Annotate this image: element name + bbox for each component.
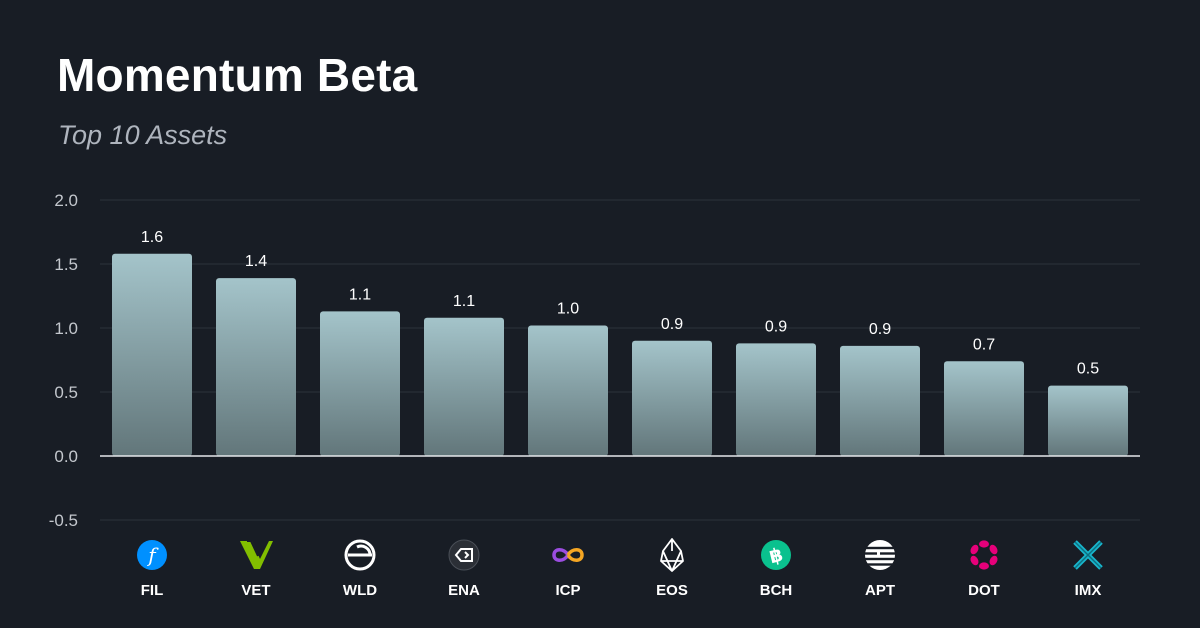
bar-fil <box>112 253 192 456</box>
data-label: 1.1 <box>349 286 371 303</box>
immutable-x-icon <box>1073 540 1103 570</box>
internet-computer-icon <box>552 548 584 562</box>
bar-imx <box>1048 385 1128 456</box>
x-tick-label: VET <box>241 582 270 599</box>
y-tick-label: 1.5 <box>54 255 78 274</box>
data-label: 1.6 <box>141 229 163 246</box>
data-label: 0.5 <box>1077 361 1099 378</box>
bar-dot <box>944 361 1024 456</box>
data-label: 0.7 <box>973 336 995 353</box>
bitcoin-cash-icon: ฿ <box>761 540 791 570</box>
polkadot-icon <box>970 540 998 570</box>
chart-subtitle: Top 10 Assets <box>58 120 228 150</box>
y-tick-label: -0.5 <box>49 511 78 530</box>
x-tick-label: DOT <box>968 582 1000 599</box>
x-tick-label: FIL <box>141 582 164 599</box>
filecoin-icon: f <box>137 540 167 570</box>
y-tick-label: 0.0 <box>54 447 78 466</box>
data-label: 0.9 <box>765 318 787 335</box>
x-tick-label: ENA <box>448 582 480 599</box>
y-tick-label: 2.0 <box>54 191 78 210</box>
bar-wld <box>320 311 400 456</box>
category-icons: f ฿ <box>137 538 1103 572</box>
x-tick-label: ICP <box>555 582 580 599</box>
ethena-icon <box>448 539 480 571</box>
aptos-icon <box>864 540 896 570</box>
bar-bch <box>736 343 816 456</box>
bar-icp <box>528 325 608 456</box>
worldcoin-icon <box>344 539 376 571</box>
x-tick-label: BCH <box>760 582 793 599</box>
data-label: 1.1 <box>453 293 475 310</box>
data-label: 0.9 <box>661 316 683 333</box>
eos-icon <box>660 538 684 572</box>
x-tick-label: EOS <box>656 582 688 599</box>
bar-eos <box>632 340 712 456</box>
x-tick-label: APT <box>865 582 895 599</box>
x-tick-label: WLD <box>343 582 377 599</box>
bar-apt <box>840 345 920 456</box>
data-labels: 1.6 FIL 1.4 VET 1.1 WLD 1.1 ENA 1.0 ICP 0.9 EOS 0.9 B… <box>141 229 1102 599</box>
data-label: 0.9 <box>869 321 891 338</box>
svg-text:฿: ฿ <box>767 544 785 569</box>
data-label: 1.0 <box>557 300 579 317</box>
chart-title: Momentum Beta <box>57 49 418 101</box>
x-tick-label: IMX <box>1075 582 1102 599</box>
y-tick-label: 0.5 <box>54 383 78 402</box>
vechain-icon <box>240 540 273 569</box>
bar-ena <box>424 317 504 456</box>
bar-vet <box>216 278 296 456</box>
data-label: 1.4 <box>245 253 267 270</box>
y-tick-label: 1.0 <box>54 319 78 338</box>
bars <box>100 253 1140 457</box>
